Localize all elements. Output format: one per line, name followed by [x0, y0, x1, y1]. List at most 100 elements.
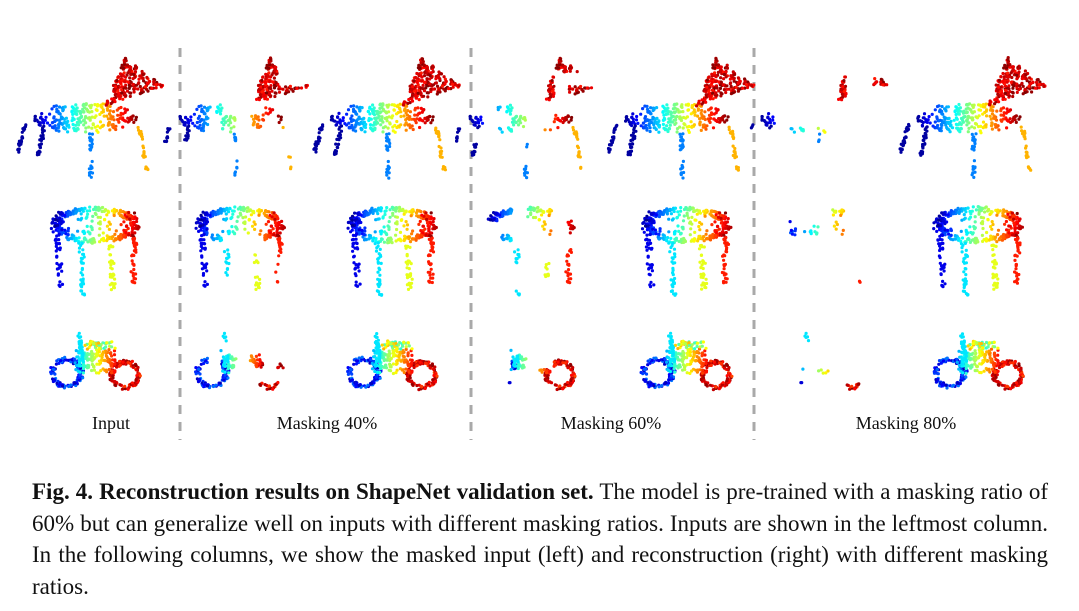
point	[244, 215, 248, 219]
point	[152, 80, 156, 84]
point	[667, 241, 671, 245]
point	[276, 262, 280, 266]
point	[122, 91, 126, 95]
point	[648, 232, 652, 237]
point	[378, 118, 382, 122]
point	[351, 126, 355, 130]
point	[1018, 84, 1022, 88]
point	[564, 270, 568, 274]
point	[231, 212, 235, 216]
point	[988, 114, 992, 118]
point	[209, 211, 213, 215]
point	[49, 226, 54, 231]
point	[78, 209, 82, 213]
point	[363, 214, 367, 218]
point	[264, 72, 268, 76]
point	[421, 231, 425, 235]
point	[793, 227, 798, 231]
point	[722, 233, 726, 237]
point	[390, 205, 395, 209]
point	[968, 225, 972, 229]
point	[411, 127, 415, 132]
point	[981, 120, 986, 124]
point	[657, 125, 661, 129]
point	[429, 87, 433, 91]
point	[721, 227, 725, 231]
point	[1007, 231, 1011, 235]
point	[1001, 236, 1005, 240]
point	[641, 221, 645, 225]
point	[104, 103, 108, 107]
point	[901, 139, 905, 143]
point	[990, 220, 994, 224]
point	[91, 237, 95, 241]
point	[57, 111, 61, 115]
point	[651, 115, 655, 119]
point	[932, 227, 936, 231]
point	[648, 285, 653, 289]
point	[679, 118, 684, 123]
point	[407, 273, 411, 277]
point	[933, 108, 937, 112]
point	[213, 210, 217, 214]
point	[393, 123, 397, 128]
point	[645, 214, 649, 218]
point	[971, 231, 975, 235]
point	[1035, 78, 1039, 82]
point	[451, 85, 455, 89]
point	[675, 127, 680, 131]
point	[362, 116, 366, 120]
point	[671, 261, 675, 265]
point	[539, 208, 543, 212]
point	[788, 220, 792, 224]
point	[116, 118, 120, 122]
point	[645, 233, 649, 237]
point	[979, 124, 983, 128]
point	[379, 110, 383, 114]
point	[724, 236, 728, 240]
point	[106, 237, 110, 241]
point	[970, 116, 975, 120]
point	[965, 119, 969, 123]
point	[87, 110, 92, 114]
point	[274, 81, 278, 85]
point	[386, 159, 390, 164]
point	[89, 139, 93, 143]
point	[727, 87, 731, 91]
point	[1002, 75, 1007, 79]
point	[832, 224, 837, 228]
point	[686, 128, 691, 132]
point	[709, 112, 714, 117]
point	[278, 226, 282, 230]
point	[815, 231, 819, 235]
point	[113, 277, 117, 281]
point	[879, 77, 883, 81]
point	[354, 237, 358, 241]
point	[1023, 88, 1027, 92]
point	[716, 70, 721, 74]
point	[704, 277, 708, 281]
point	[194, 226, 198, 230]
point	[394, 233, 398, 237]
point	[431, 83, 435, 87]
point	[120, 63, 124, 67]
point	[515, 261, 519, 265]
point	[233, 170, 237, 174]
point	[718, 119, 722, 123]
point	[948, 120, 952, 125]
point	[369, 209, 373, 213]
point	[101, 123, 106, 127]
point	[320, 127, 324, 131]
point	[710, 214, 715, 218]
point	[411, 229, 415, 233]
point	[554, 113, 558, 117]
point	[436, 74, 440, 78]
point	[720, 270, 725, 275]
point	[347, 121, 351, 125]
point	[401, 207, 405, 211]
point	[386, 167, 390, 171]
point	[134, 83, 139, 87]
point	[906, 127, 911, 131]
point	[266, 220, 271, 224]
point	[437, 144, 441, 149]
